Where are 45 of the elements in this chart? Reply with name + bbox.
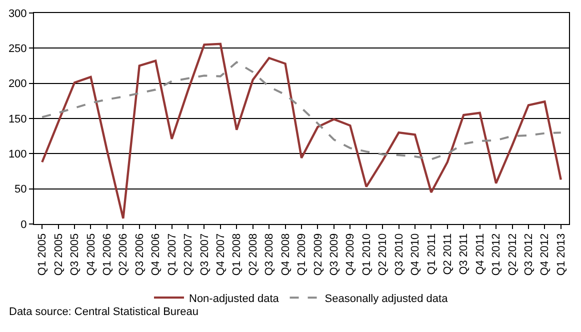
x-tick-label: Q3 2011	[458, 233, 470, 275]
line-series	[41, 42, 562, 220]
x-tick-label: Q2 2011	[442, 233, 454, 275]
y-tick-label: 200	[8, 78, 27, 90]
x-tick-label: Q4 2009	[344, 233, 357, 276]
x-tick-label: Q3 2005	[69, 233, 82, 276]
x-tick-label: Q4 2012	[539, 233, 552, 276]
x-tick-label: Q3 2012	[523, 233, 536, 276]
y-tick-label: 0	[20, 218, 27, 231]
source-note: Data source: Central Statistical Bureau	[9, 306, 199, 318]
x-tick-label: Q1 2007	[166, 233, 178, 276]
x-tick-label: Q3 2006	[134, 233, 146, 276]
x-tick-label: Q2 2009	[312, 233, 324, 276]
x-tick-label: Q3 2007	[198, 233, 211, 276]
x-tick-label: Q3 2008	[264, 233, 276, 276]
x-tick-label: Q4 2011	[474, 233, 486, 275]
x-tick-label: Q2 2006	[118, 233, 130, 276]
x-tick-label: Q2 2010	[377, 233, 390, 276]
line-series	[41, 61, 562, 160]
x-tick-label: Q2 2005	[52, 233, 65, 276]
x-tick-label: Q4 2006	[150, 233, 162, 276]
x-tick-label: Q1 2005	[36, 233, 49, 276]
x-tick-label: Q1 2008	[231, 233, 244, 276]
legend-label: Seasonally adjusted data	[324, 292, 449, 305]
x-tick-label: Q4 2010	[410, 233, 422, 276]
x-tick-label: Q1 2010	[360, 233, 373, 276]
x-tick-label: Q3 2010	[393, 233, 406, 276]
x-tick-label: Q1 2011	[426, 233, 438, 275]
x-tick-label: Q4 2007	[215, 233, 228, 276]
x-tick-label: Q1 2012	[490, 233, 503, 276]
legend-label: Non-adjusted data	[189, 292, 280, 305]
x-tick-label: Q1 2009	[296, 233, 308, 276]
y-tick-label: 150	[8, 113, 27, 126]
y-tick-label: 250	[8, 43, 27, 56]
x-tick-label: Q2 2012	[506, 233, 519, 276]
y-tick-label: 100	[8, 148, 27, 161]
x-tick-label: Q1 2006	[102, 233, 114, 276]
y-tick-label: 50	[14, 184, 27, 196]
y-tick-label: 300	[8, 8, 27, 20]
x-tick-label: Q4 2005	[85, 233, 98, 276]
x-tick-label: Q3 2009	[328, 233, 340, 276]
x-tick-label: Q2 2007	[182, 233, 195, 276]
x-tick-label: Q1 2013	[555, 233, 568, 276]
x-tick-label: Q4 2008	[280, 233, 292, 276]
x-tick-label: Q2 2008	[247, 233, 260, 276]
